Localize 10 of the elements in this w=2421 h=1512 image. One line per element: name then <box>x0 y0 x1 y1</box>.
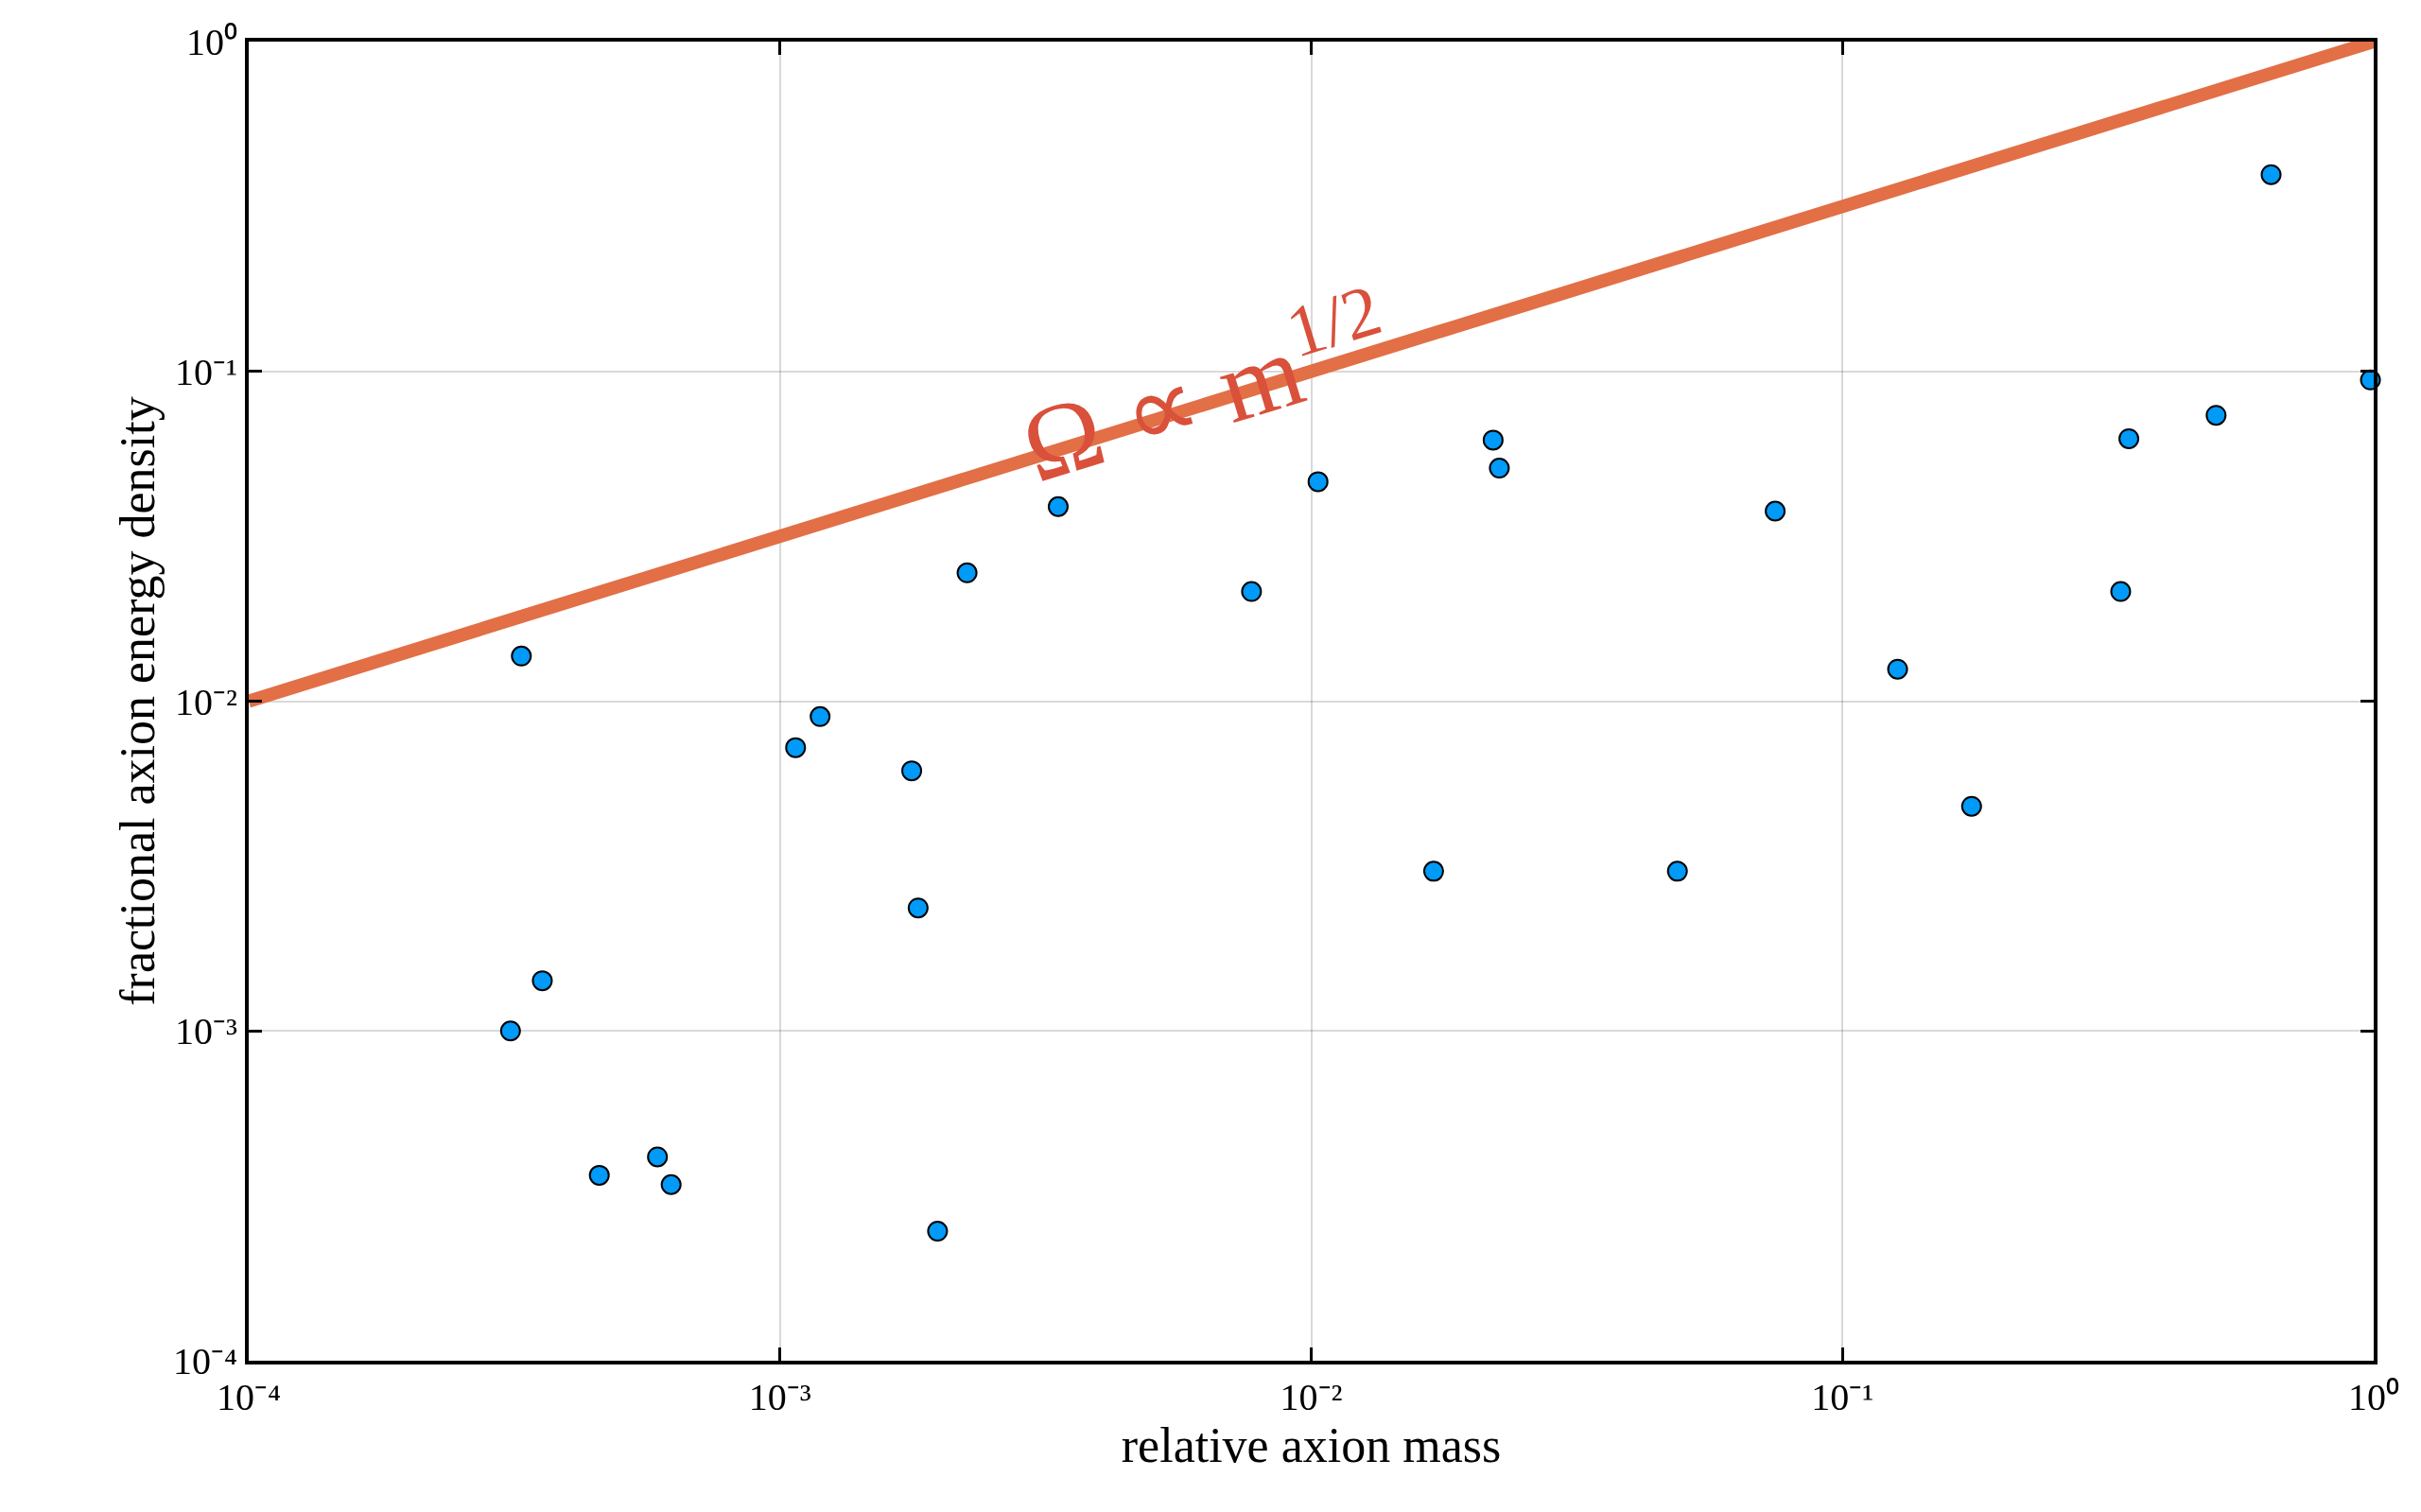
y-tick-label: 10⁻² <box>175 680 237 723</box>
y-tick-label: 10⁻¹ <box>175 350 237 393</box>
y-tick-label: 10⁻³ <box>175 1010 237 1053</box>
x-tick-label: 10⁻¹ <box>1811 1376 1874 1418</box>
y-axis-title: fractional axion energy density <box>110 396 165 1006</box>
x-tick-label: 10⁻³ <box>748 1376 811 1418</box>
y-tick-label: 10⁰ <box>186 21 237 63</box>
x-axis-title: relative axion mass <box>1121 1418 1502 1472</box>
x-tick-label: 10⁻² <box>1280 1376 1343 1418</box>
x-tick-label: 10⁰ <box>2348 1376 2399 1418</box>
